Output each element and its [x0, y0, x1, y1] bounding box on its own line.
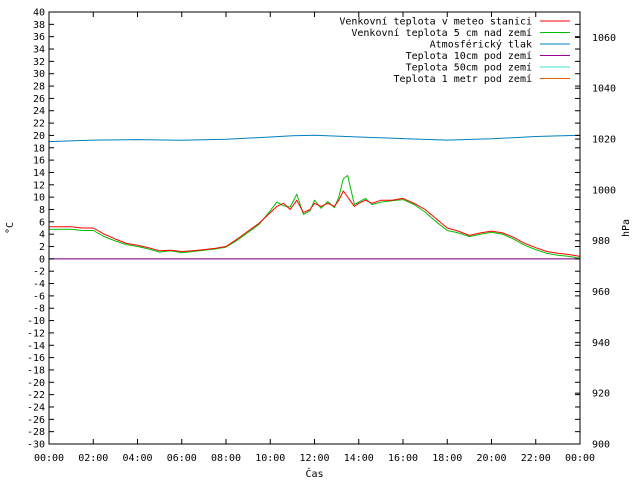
y-tick-label: 38 [33, 20, 45, 31]
y2-tick-label: 940 [592, 338, 610, 349]
y-tick-label: 28 [33, 82, 45, 93]
plot-lines [48, 134, 581, 260]
y-tick-label: 10 [33, 193, 45, 204]
y-tick-label: 2 [39, 242, 45, 253]
y-tick-label: 24 [33, 106, 45, 117]
y-tick-label: 34 [33, 45, 45, 56]
x-tick-label: 22:00 [521, 453, 551, 464]
y-tick-label: -8 [33, 304, 45, 315]
x-tick-label: 10:00 [255, 453, 285, 464]
y-tick-label: -4 [33, 279, 45, 290]
y-tick-label: 4 [39, 230, 45, 241]
y-tick-label: 16 [33, 156, 45, 167]
y-tick-label: -24 [27, 402, 45, 413]
y-tick-label: -28 [27, 427, 45, 438]
x-tick-label: 00:00 [34, 453, 64, 464]
legend: Venkovní teplota v meteo staniciVenkovní… [339, 16, 570, 85]
y-tick-label: -18 [27, 365, 45, 376]
x-tick-label: 08:00 [211, 453, 241, 464]
y-tick-label: 26 [33, 94, 45, 105]
x-tick-label: 00:00 [565, 453, 595, 464]
series-line-0 [49, 190, 581, 257]
x-tick-label: 20:00 [476, 453, 506, 464]
y2-axis-title: hPa [621, 219, 632, 237]
x-tick-label: 06:00 [167, 453, 197, 464]
y-tick-label: 32 [33, 57, 45, 68]
y-tick-label: -16 [27, 353, 45, 364]
y-tick-label: -10 [27, 316, 45, 327]
y-tick-label: 36 [33, 32, 45, 43]
legend-label: Teplota 1 metr pod zemí [394, 73, 532, 85]
y-tick-label: -2 [33, 267, 45, 278]
y2-tick-label: 900 [592, 440, 610, 451]
x-tick-label: 12:00 [299, 453, 329, 464]
y-tick-label: 0 [39, 254, 45, 265]
x-tick-label: 16:00 [388, 453, 418, 464]
y-tick-label: 8 [39, 205, 45, 216]
y2-tick-label: 960 [592, 287, 610, 298]
y-tick-label: 30 [33, 69, 45, 80]
y-tick-label: 18 [33, 143, 45, 154]
y2-tick-label: 1040 [592, 84, 616, 95]
x-tick-label: 18:00 [432, 453, 462, 464]
series-line-2 [48, 134, 581, 143]
x-tick-label: 02:00 [78, 453, 108, 464]
legend-label: Venkovní teplota v meteo stanici [339, 16, 532, 28]
legend-label: Venkovní teplota 5 cm nad zemí [351, 27, 532, 39]
y-tick-label: -20 [27, 378, 45, 389]
y2-tick-label: 920 [592, 389, 610, 400]
legend-label: Teplota 50cm pod zemí [406, 62, 532, 74]
y-tick-label: -6 [33, 291, 45, 302]
y-tick-label: 6 [39, 217, 45, 228]
y-tick-label: -12 [27, 328, 45, 339]
axis-ticks: 4038363432302826242220181614121086420-2-… [27, 8, 616, 465]
x-tick-label: 14:00 [344, 453, 374, 464]
y-tick-label: 14 [33, 168, 45, 179]
y-tick-label: -30 [27, 440, 45, 451]
y2-tick-label: 1060 [592, 33, 616, 44]
y-tick-label: 20 [33, 131, 45, 142]
y2-tick-label: 1020 [592, 135, 616, 146]
y-tick-label: -26 [27, 415, 45, 426]
x-axis-title: Čas [305, 467, 323, 480]
x-tick-label: 04:00 [122, 453, 152, 464]
y-tick-label: -14 [27, 341, 45, 352]
y-tick-label: 40 [33, 8, 45, 19]
y2-tick-label: 1000 [592, 185, 616, 196]
legend-label: Teplota 10cm pod zemí [406, 50, 532, 62]
y-axis-title: °C [5, 222, 16, 234]
y2-tick-label: 980 [592, 236, 610, 247]
y-tick-label: 12 [33, 180, 45, 191]
series-line-1 [49, 175, 581, 259]
legend-label: Atmosférický tlak [430, 39, 532, 51]
y-tick-label: -22 [27, 390, 45, 401]
y-tick-label: 22 [33, 119, 45, 130]
